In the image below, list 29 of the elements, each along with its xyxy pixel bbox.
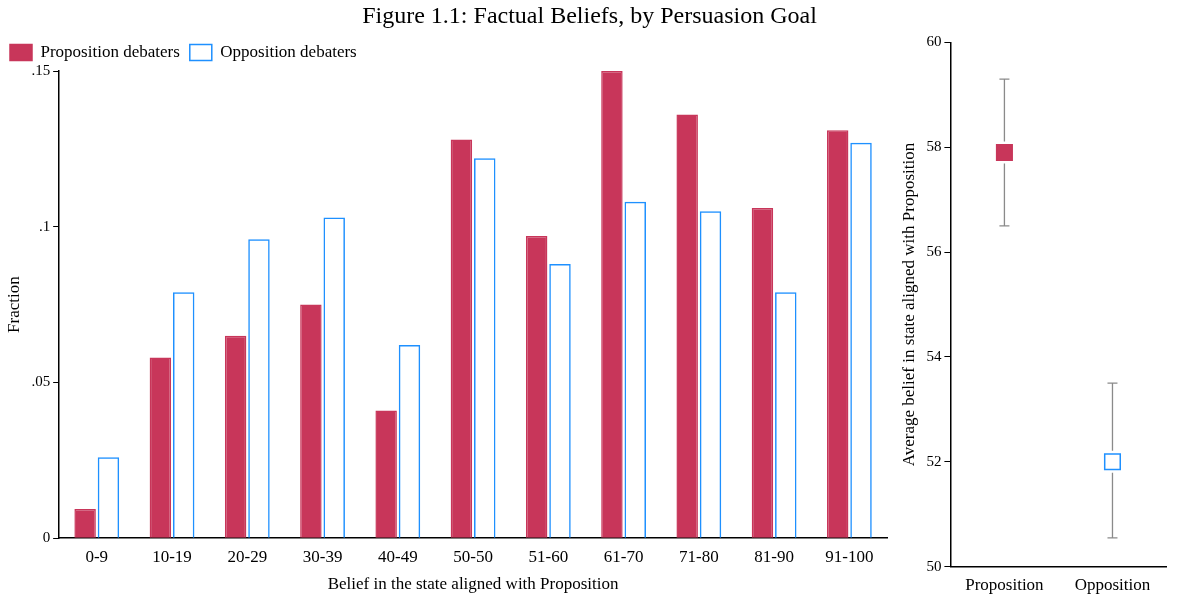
y-tick-label: 52 [926, 452, 942, 469]
y-tick-label: 0 [42, 529, 51, 546]
x-tick-label: 81-90 [754, 546, 794, 566]
y-tick-label: .1 [38, 217, 51, 234]
chart-title: Figure 1.1: Factual Beliefs, by Persuasion Goal [361, 1, 818, 30]
legend-label: Proposition debaters [40, 41, 180, 61]
x-tick-label: 50-50 [453, 546, 493, 566]
y-tick-label: 56 [926, 243, 942, 260]
y-tick-label: 50 [926, 557, 942, 574]
y-axis-title: Fraction [3, 275, 23, 333]
y-tick-label: .05 [31, 373, 51, 390]
y-tick-label: 58 [926, 138, 942, 155]
x-tick-label: 10-19 [152, 546, 192, 566]
y-tick-label: 54 [926, 347, 942, 364]
y-tick-label: 60 [926, 33, 942, 50]
legend-label: Opposition debaters [220, 41, 357, 61]
x-tick-label: 20-29 [227, 546, 268, 566]
y-axis-title: Average belief in state aligned with Proposition [898, 142, 918, 467]
x-tick-label: 61-70 [603, 546, 644, 566]
x-tick-label: Opposition [1074, 575, 1151, 595]
x-tick-label: Proposition [965, 575, 1045, 595]
x-tick-label: 91-100 [825, 546, 874, 566]
x-tick-label: 40-49 [377, 546, 418, 566]
x-tick-label: 0-9 [85, 546, 109, 566]
x-axis-title: Belief in the state aligned with Proposition [327, 574, 619, 594]
y-tick-label: .15 [31, 61, 51, 78]
x-tick-label: 30-39 [302, 546, 343, 566]
x-tick-label: 51-60 [528, 546, 569, 566]
x-tick-label: 71-80 [679, 546, 719, 566]
